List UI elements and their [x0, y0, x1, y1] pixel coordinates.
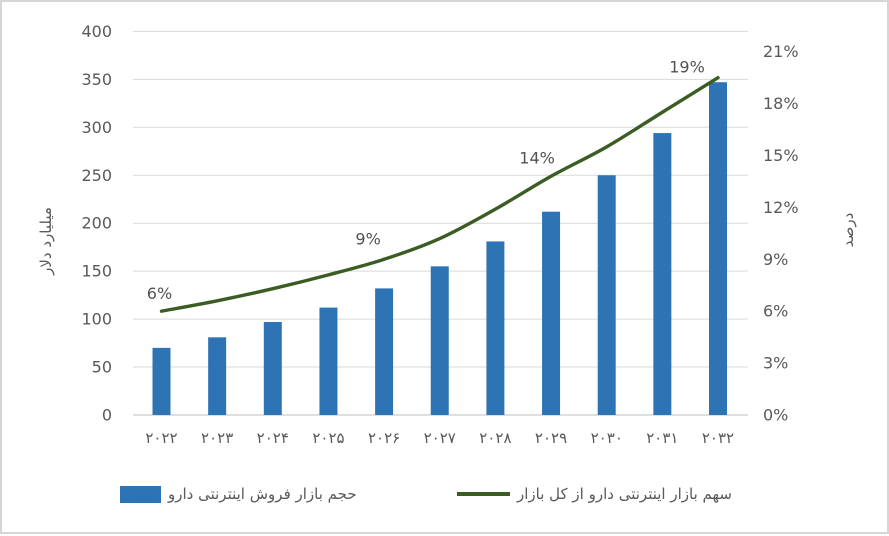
x-axis-tick-label: ۲۰۲۶ [368, 429, 400, 447]
line-data-label: 6% [147, 284, 172, 303]
bar-7 [542, 211, 561, 415]
right-axis-tick-label: 15% [763, 146, 799, 165]
right-axis-tick-label: 3% [763, 354, 788, 373]
line-series-label: سهم بازار اینترنتی دارو از کل بازار [517, 485, 732, 503]
left-axis-tick-label: 250 [81, 166, 112, 185]
right-axis-tick-label: 9% [763, 250, 788, 269]
bar-series-label: حجم بازار فروش اینترنتی دارو [168, 485, 357, 503]
right-axis-tick-label: 21% [763, 42, 799, 61]
line-data-label: 9% [355, 229, 380, 248]
left-axis-tick-label: 50 [92, 358, 112, 377]
bar-4 [375, 288, 394, 415]
right-axis-tick-label: 18% [763, 94, 799, 113]
bar-6 [486, 241, 505, 415]
right-axis-tick-label: 12% [763, 198, 799, 217]
left-axis-tick-label: 0 [102, 406, 112, 425]
bar-0 [152, 347, 171, 415]
bar-9 [653, 133, 672, 415]
line-data-label: 19% [669, 58, 705, 77]
bar-series-swatch [120, 485, 161, 503]
bar-3 [319, 307, 338, 415]
x-axis-tick-label: ۲۰۲۲ [145, 429, 177, 447]
line-series-path [159, 75, 720, 313]
bar-5 [430, 266, 449, 415]
legend-item-line: سهم بازار اینترنتی دارو از کل بازار [457, 484, 732, 504]
left-axis-tick-label: 350 [81, 70, 112, 89]
x-axis-tick-label: ۲۰۳۰ [591, 429, 623, 447]
right-axis-tick-label: 0% [763, 406, 788, 425]
x-axis-tick-label: ۲۰۲۳ [201, 429, 233, 447]
x-axis-tick-label: ۲۰۲۵ [312, 429, 344, 447]
bar-2 [263, 321, 282, 415]
x-axis-tick-label: ۲۰۳۱ [646, 429, 678, 447]
bar-10 [709, 82, 727, 416]
legend-item-bars: حجم بازار فروش اینترنتی دارو [120, 484, 357, 504]
left-axis-tick-label: 200 [81, 214, 112, 233]
right-axis-tick-label: 6% [763, 302, 788, 321]
line-series-swatch [457, 492, 510, 496]
x-axis-tick-label: ۲۰۲۹ [535, 429, 567, 447]
left-axis-title: میلیارد دلار [37, 207, 55, 275]
left-axis-tick-label: 300 [81, 118, 112, 137]
x-axis-tick-label: ۲۰۲۸ [479, 429, 511, 447]
bar-1 [208, 337, 227, 415]
right-axis-title: درصد [839, 212, 857, 248]
x-axis-tick-label: ۲۰۲۷ [424, 429, 456, 447]
x-axis-tick-label: ۲۰۲۴ [257, 429, 289, 447]
left-axis-tick-label: 400 [81, 22, 112, 41]
left-axis-tick-label: 150 [81, 262, 112, 281]
x-axis-tick-label: ۲۰۳۲ [702, 429, 734, 447]
bar-8 [597, 175, 616, 415]
left-axis-tick-label: 100 [81, 310, 112, 329]
line-data-label: 14% [519, 148, 555, 167]
